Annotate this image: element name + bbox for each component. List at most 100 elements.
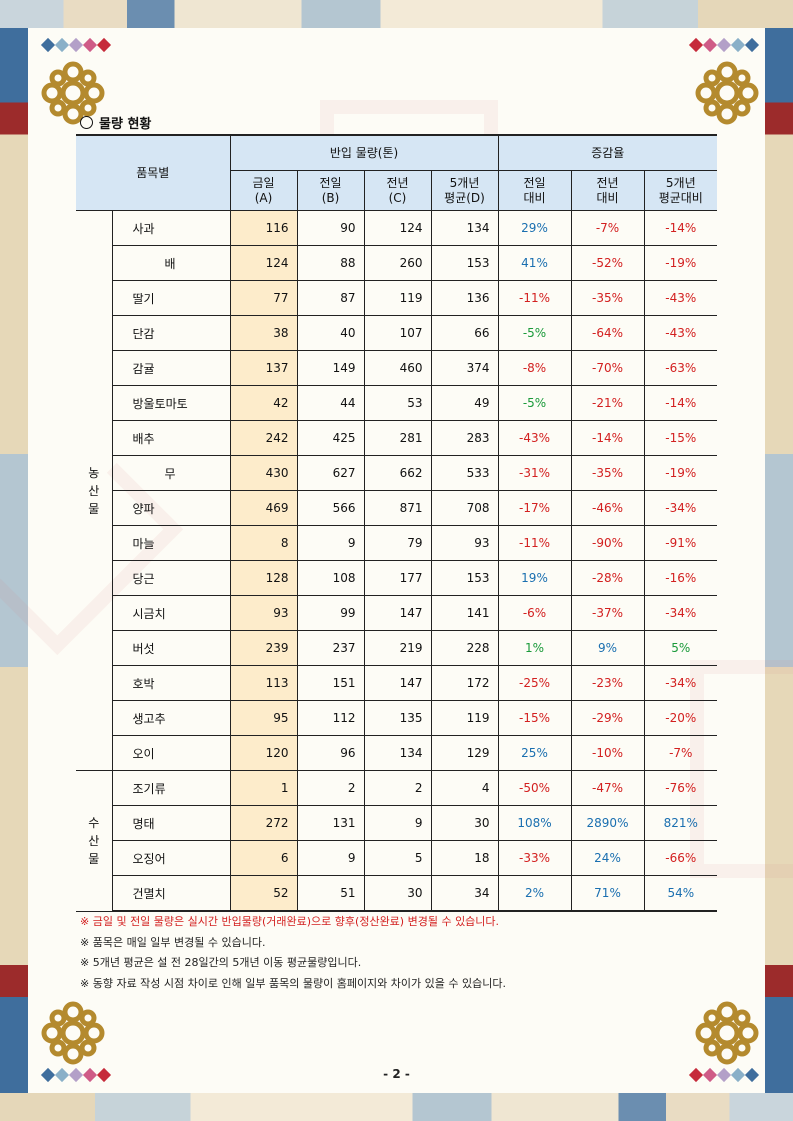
volume-cell: 281 [363, 420, 432, 456]
column-header: 5개년 평균(D) [430, 170, 499, 211]
volume-cell: 151 [296, 665, 365, 701]
change-rate-cell: -35% [570, 280, 645, 316]
volume-cell: 566 [296, 490, 365, 526]
volume-cell: 149 [296, 350, 365, 386]
change-rate-cell: -19% [643, 455, 718, 491]
volume-cell: 119 [430, 700, 499, 736]
change-rate-cell: -35% [570, 455, 645, 491]
change-rate-cell: -10% [570, 735, 645, 771]
column-header-line: 평균대비 [658, 190, 703, 205]
volume-cell: 237 [296, 630, 365, 666]
change-rate-cell: -47% [570, 770, 645, 806]
item-group-header: 품목별 [76, 134, 231, 211]
change-rate-cell: 2890% [570, 805, 645, 841]
column-header-line: 5개년 [449, 175, 480, 190]
table-row: 단감 38 40 107 66 -5% -64% -43% [76, 315, 718, 351]
change-rate-cell: -6% [497, 595, 572, 631]
volume-cell: 147 [363, 665, 432, 701]
volume-cell: 374 [430, 350, 499, 386]
item-name: 호박 [111, 665, 231, 701]
table-row: 시금치 93 99 147 141 -6% -37% -34% [76, 595, 718, 631]
change-rate-cell: -64% [570, 315, 645, 351]
table-row: 마늘 8 9 79 93 -11% -90% -91% [76, 525, 718, 561]
volume-cell: 99 [296, 595, 365, 631]
volume-cell: 219 [363, 630, 432, 666]
volume-cell: 8 [229, 525, 298, 561]
volume-cell: 77 [229, 280, 298, 316]
table-row: 감귤 137 149 460 374 -8% -70% -63% [76, 350, 718, 386]
volume-cell: 153 [430, 245, 499, 281]
table-body: 농산물 사과 116 90 124 134 29% -7% -14% 배 124 88 260 153 41… [76, 210, 718, 912]
item-name: 마늘 [111, 525, 231, 561]
column-header-line: (C) [388, 190, 407, 205]
knot-ornament-icon [695, 61, 759, 125]
column-header-line: 금일 [252, 175, 275, 190]
item-name: 배추 [111, 420, 231, 456]
item-name: 생고추 [111, 700, 231, 736]
section-title: 물량 현황 [80, 113, 151, 132]
item-name: 무 [111, 455, 231, 491]
change-rate-cell: -90% [570, 525, 645, 561]
change-rate-cell: -5% [497, 315, 572, 351]
change-rate-cell: -43% [497, 420, 572, 456]
column-header-line: 전일 [319, 175, 342, 190]
change-rate-cell: -33% [497, 840, 572, 876]
volume-cell: 30 [430, 805, 499, 841]
change-rate-cell: 108% [497, 805, 572, 841]
volume-cell: 239 [229, 630, 298, 666]
volume-cell: 177 [363, 560, 432, 596]
footnote: ※ 동향 자료 작성 시점 차이로 인해 일부 품목의 물량이 홈페이지와 차이… [80, 976, 506, 990]
change-rate-cell: -52% [570, 245, 645, 281]
volume-cell: 871 [363, 490, 432, 526]
change-rate-cell: -20% [643, 700, 718, 736]
volume-cell: 119 [363, 280, 432, 316]
volume-cell: 116 [229, 210, 298, 246]
change-rate-cell: 25% [497, 735, 572, 771]
volume-cell: 44 [296, 385, 365, 421]
volume-cell: 153 [430, 560, 499, 596]
volume-cell: 49 [430, 385, 499, 421]
volume-cell: 662 [363, 455, 432, 491]
volume-cell: 135 [363, 700, 432, 736]
change-rate-cell: 54% [643, 875, 718, 912]
volume-cell: 112 [296, 700, 365, 736]
volume-cell: 120 [229, 735, 298, 771]
volume-cell: 469 [229, 490, 298, 526]
volume-cell: 2 [296, 770, 365, 806]
change-rate-cell: -76% [643, 770, 718, 806]
volume-cell: 108 [296, 560, 365, 596]
table-row: 명태 272 131 9 30 108% 2890% 821% [76, 805, 718, 841]
item-name: 오징어 [111, 840, 231, 876]
volume-cell: 272 [229, 805, 298, 841]
change-rate-cell: -50% [497, 770, 572, 806]
item-name: 시금치 [111, 595, 231, 631]
volume-cell: 430 [229, 455, 298, 491]
volume-cell: 38 [229, 315, 298, 351]
volume-cell: 147 [363, 595, 432, 631]
column-header-line: 전년 [596, 175, 619, 190]
table-row: 생고추 95 112 135 119 -15% -29% -20% [76, 700, 718, 736]
item-name: 배 [111, 245, 231, 281]
volume-cell: 53 [363, 385, 432, 421]
change-rate-cell: -34% [643, 595, 718, 631]
change-rate-cell: 1% [497, 630, 572, 666]
item-name: 명태 [111, 805, 231, 841]
volume-cell: 6 [229, 840, 298, 876]
page-number: - 2 - [383, 1067, 410, 1081]
item-name: 건멸치 [111, 875, 231, 912]
volume-cell: 52 [229, 875, 298, 912]
item-name: 버섯 [111, 630, 231, 666]
volume-cell: 124 [363, 210, 432, 246]
volume-cell: 79 [363, 525, 432, 561]
item-name: 조기류 [111, 770, 231, 806]
volume-cell: 134 [363, 735, 432, 771]
volume-cell: 283 [430, 420, 499, 456]
knot-ornament-icon [41, 1001, 105, 1065]
change-rate-cell: -66% [643, 840, 718, 876]
knot-ornament-icon [695, 1001, 759, 1065]
table-row: 무 430 627 662 533 -31% -35% -19% [76, 455, 718, 491]
category-label: 수산물 [88, 815, 100, 866]
change-rate-cell: -28% [570, 560, 645, 596]
change-rate-cell: 24% [570, 840, 645, 876]
